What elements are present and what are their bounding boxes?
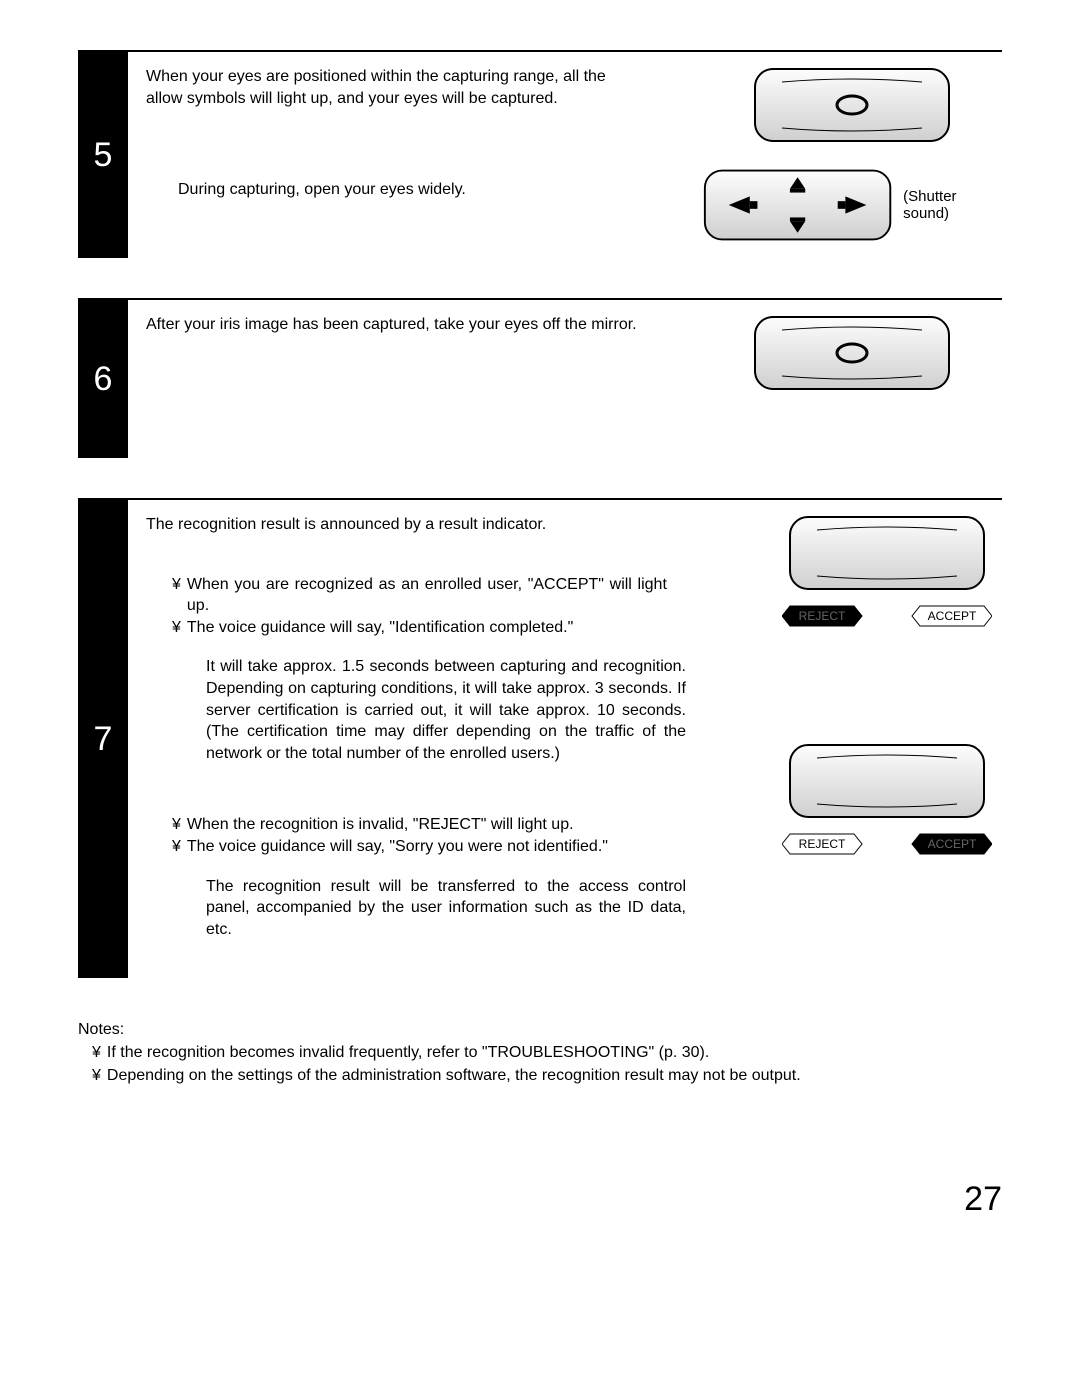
step7-b3: When the recognition is invalid, "REJECT… — [187, 814, 752, 836]
step-number: 5 — [78, 52, 128, 258]
step-body: After your iris image has been captured,… — [128, 300, 1002, 458]
step7-b4: The voice guidance will say, "Sorry you … — [187, 836, 752, 858]
shutter-label: (Shutter sound) — [903, 188, 1002, 222]
bullet: ¥ The voice guidance will say, "Identifi… — [146, 617, 752, 639]
note1: If the recognition becomes invalid frequ… — [107, 1041, 1002, 1064]
bullet-mark: ¥ — [172, 814, 181, 836]
step-number-text: 6 — [94, 360, 113, 399]
step-body: When your eyes are positioned within the… — [128, 52, 1002, 258]
step-7: 7 The recognition result is announced by… — [78, 498, 1002, 978]
step-number: 6 — [78, 300, 128, 458]
device-plain-icon — [752, 66, 952, 144]
bullet: ¥ Depending on the settings of the admin… — [78, 1064, 1002, 1087]
device-plain-icon — [787, 514, 987, 592]
device-plain-icon — [752, 314, 952, 392]
step-figures: REJECT ACCEPT REJECT — [772, 514, 1002, 964]
bullet-mark: ¥ — [172, 836, 181, 858]
bullet: ¥ The voice guidance will say, "Sorry yo… — [146, 836, 752, 858]
note2: Depending on the settings of the adminis… — [107, 1064, 1002, 1087]
bullet-mark: ¥ — [92, 1064, 101, 1087]
step5-para1: When your eyes are positioned within the… — [146, 66, 606, 109]
step7-para2: It will take approx. 1.5 seconds between… — [146, 656, 686, 764]
notes-section: Notes: ¥ If the recognition becomes inva… — [78, 1018, 1002, 1088]
page-number: 27 — [964, 1180, 1002, 1219]
step-number-text: 5 — [94, 136, 113, 175]
step7-b1: When you are recognized as an enrolled u… — [187, 574, 667, 617]
device-plain-icon — [787, 742, 987, 820]
step-figures — [702, 314, 1002, 444]
step-text: The recognition result is announced by a… — [146, 514, 752, 964]
bullet-mark: ¥ — [172, 574, 181, 617]
step6-para1: After your iris image has been captured,… — [146, 314, 682, 336]
accept-badge-label: ACCEPT — [928, 609, 977, 623]
reject-badge-label: REJECT — [799, 837, 846, 851]
accept-badge-label: ACCEPT — [928, 837, 977, 851]
device-capture-icon — [702, 166, 893, 244]
bullet: ¥ If the recognition becomes invalid fre… — [78, 1041, 1002, 1064]
device-capture-row: (Shutter sound) — [702, 166, 1002, 244]
badges-accept-icon: REJECT ACCEPT — [782, 604, 992, 628]
step-6: 6 After your iris image has been capture… — [78, 298, 1002, 458]
bullet: ¥ When you are recognized as an enrolled… — [146, 574, 752, 617]
bullet-mark: ¥ — [172, 617, 181, 639]
step-number-text: 7 — [94, 720, 113, 759]
step7-para3: The recognition result will be transferr… — [146, 876, 686, 941]
notes-heading: Notes: — [78, 1018, 1002, 1041]
badges-reject-icon: REJECT ACCEPT — [782, 832, 992, 856]
step-text: After your iris image has been captured,… — [146, 314, 682, 444]
manual-page: 5 When your eyes are positioned within t… — [78, 50, 1002, 1088]
step-5: 5 When your eyes are positioned within t… — [78, 50, 1002, 258]
step7-b2: The voice guidance will say, "Identifica… — [187, 617, 752, 639]
step-figures: (Shutter sound) — [702, 66, 1002, 244]
reject-badge-label: REJECT — [799, 609, 846, 623]
step-number: 7 — [78, 500, 128, 978]
step-body: The recognition result is announced by a… — [128, 500, 1002, 978]
bullet-mark: ¥ — [92, 1041, 101, 1064]
bullet: ¥ When the recognition is invalid, "REJE… — [146, 814, 752, 836]
step5-para2: During capturing, open your eyes widely. — [146, 179, 682, 201]
step7-para1: The recognition result is announced by a… — [146, 514, 752, 536]
step-text: When your eyes are positioned within the… — [146, 66, 682, 244]
